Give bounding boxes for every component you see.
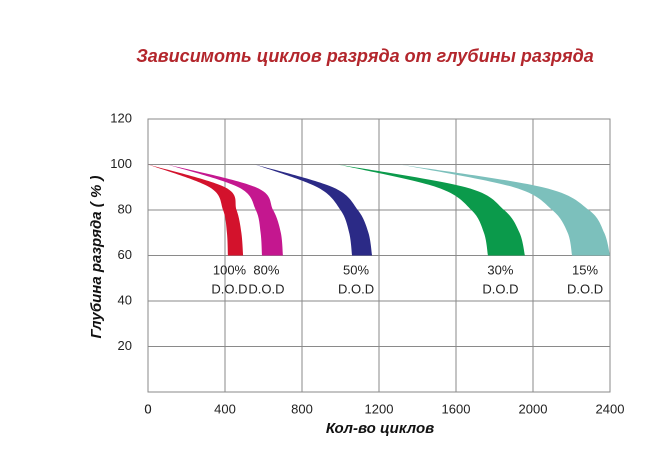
band-area bbox=[399, 164, 610, 256]
y-axis-label: Глубина разряда ( % ) bbox=[88, 176, 105, 339]
x-tick-label: 0 bbox=[144, 401, 151, 416]
x-tick-label: 1200 bbox=[365, 401, 394, 416]
band-label-suffix: D.O.D bbox=[248, 281, 284, 296]
band-label-suffix: D.O.D bbox=[482, 281, 518, 296]
x-tick-label: 2000 bbox=[519, 401, 548, 416]
y-tick-label: 80 bbox=[118, 201, 132, 216]
x-axis-label: Кол-во циклов bbox=[326, 420, 434, 437]
x-tick-label: 400 bbox=[214, 401, 236, 416]
band-label-suffix: D.O.D bbox=[211, 281, 247, 296]
x-tick-label: 1600 bbox=[442, 401, 471, 416]
band-area bbox=[337, 164, 525, 256]
band-area bbox=[148, 164, 244, 256]
band-label: 15% bbox=[572, 262, 598, 277]
y-tick-label: 20 bbox=[118, 338, 132, 353]
band-label: 30% bbox=[487, 262, 513, 277]
band-label: 100% bbox=[213, 262, 247, 277]
band-label-suffix: D.O.D bbox=[338, 281, 374, 296]
x-tick-label: 800 bbox=[291, 401, 313, 416]
y-tick-label: 100 bbox=[110, 156, 132, 171]
band-area bbox=[255, 164, 373, 256]
y-tick-label: 120 bbox=[110, 110, 132, 125]
band-label-suffix: D.O.D bbox=[567, 281, 603, 296]
chart-title: Зависимоть циклов разряда от глубины раз… bbox=[136, 46, 594, 66]
band-area bbox=[167, 164, 283, 256]
x-tick-label: 2400 bbox=[596, 401, 625, 416]
band-label: 80% bbox=[253, 262, 279, 277]
y-tick-label: 60 bbox=[118, 247, 132, 262]
x-origin-label: 0 bbox=[144, 401, 151, 416]
band-label: 50% bbox=[343, 262, 369, 277]
y-tick-label: 40 bbox=[118, 292, 132, 307]
